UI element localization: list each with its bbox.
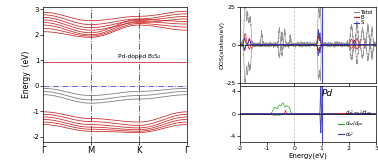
Y-axis label: Energy  (eV): Energy (eV) (22, 51, 31, 98)
Text: Pd-doped B₂S₂: Pd-doped B₂S₂ (118, 54, 160, 59)
X-axis label: Energy(eV): Energy(eV) (288, 152, 327, 159)
Y-axis label: DOS(states/eV): DOS(states/eV) (219, 21, 224, 69)
Text: Pd: Pd (322, 89, 333, 98)
Legend: Tatol, B, S: Tatol, B, S (353, 9, 373, 26)
Legend: $d_{x^2-y^2}/d_{xy}$, $d_{xz}/d_{yz}$, $d_{z^2}$: $d_{x^2-y^2}/d_{xy}$, $d_{xz}/d_{yz}$, $… (338, 108, 373, 139)
